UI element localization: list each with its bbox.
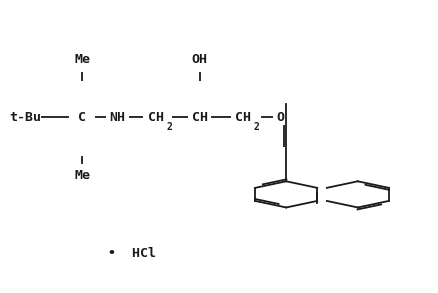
Text: •  HCl: • HCl [108, 247, 156, 260]
Text: Me: Me [74, 169, 90, 182]
Text: C: C [78, 111, 86, 124]
Text: OH: OH [191, 53, 208, 66]
Text: 2: 2 [254, 122, 259, 132]
Text: O: O [276, 111, 284, 124]
Text: NH: NH [109, 111, 125, 124]
Text: t-Bu: t-Bu [9, 111, 41, 124]
Text: CH: CH [148, 111, 164, 124]
Text: CH: CH [235, 111, 251, 124]
Text: CH: CH [191, 111, 208, 124]
Text: 2: 2 [166, 122, 172, 132]
Text: Me: Me [74, 53, 90, 66]
